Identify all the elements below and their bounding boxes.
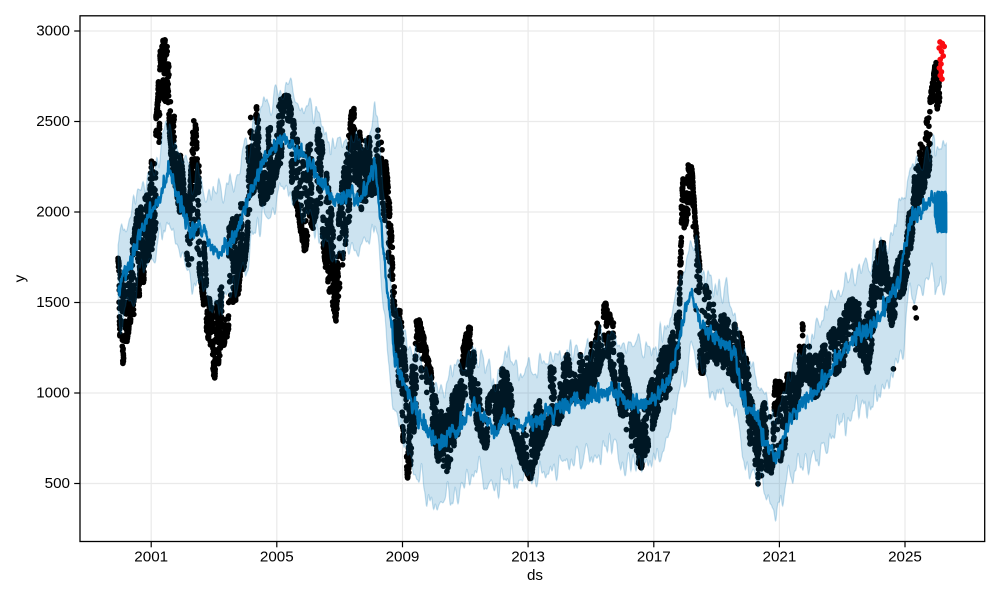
- svg-text:2500: 2500: [36, 113, 70, 130]
- svg-text:2009: 2009: [386, 549, 420, 566]
- svg-text:2025: 2025: [888, 549, 922, 566]
- svg-text:ds: ds: [527, 567, 543, 584]
- svg-text:2017: 2017: [637, 549, 671, 566]
- svg-text:500: 500: [45, 475, 70, 492]
- svg-text:2005: 2005: [260, 549, 294, 566]
- svg-text:1000: 1000: [36, 385, 70, 402]
- svg-text:3000: 3000: [36, 23, 70, 40]
- svg-text:2000: 2000: [36, 204, 70, 221]
- svg-text:2001: 2001: [134, 549, 168, 566]
- svg-text:y: y: [12, 274, 29, 282]
- svg-text:1500: 1500: [36, 294, 70, 311]
- svg-text:2021: 2021: [763, 549, 797, 566]
- svg-text:2013: 2013: [511, 549, 545, 566]
